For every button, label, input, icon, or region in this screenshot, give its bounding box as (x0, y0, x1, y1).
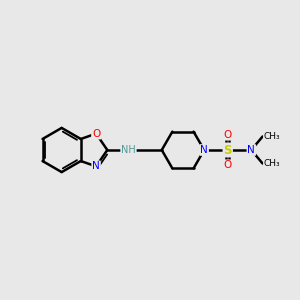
Text: CH₃: CH₃ (263, 132, 280, 141)
Text: O: O (92, 129, 100, 139)
Text: NH: NH (121, 145, 136, 155)
Text: S: S (224, 143, 232, 157)
Text: N: N (92, 161, 100, 171)
Text: CH₃: CH₃ (263, 159, 280, 168)
Text: O: O (224, 130, 232, 140)
Text: N: N (248, 145, 255, 155)
Text: O: O (224, 160, 232, 170)
Text: N: N (200, 145, 208, 155)
